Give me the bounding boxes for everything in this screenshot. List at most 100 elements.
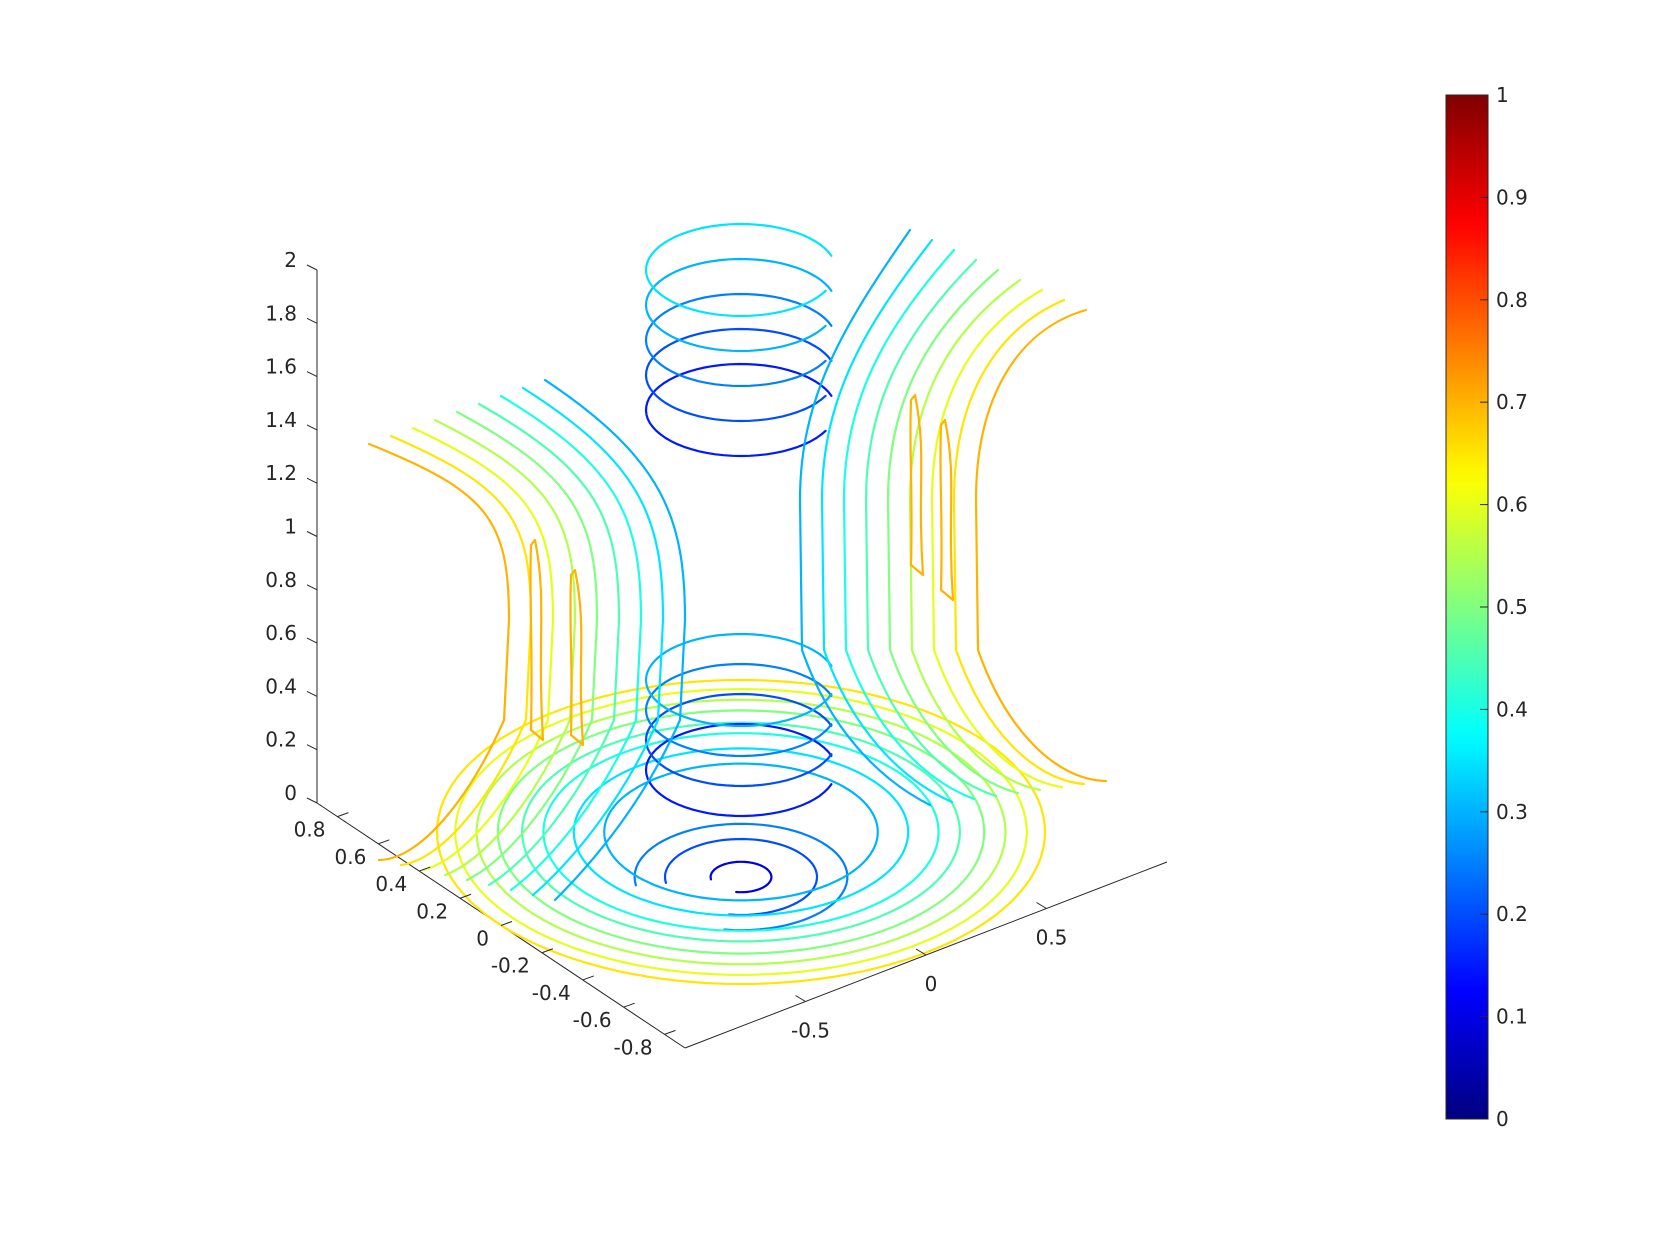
z-tick-label: 2 [284,248,297,272]
right-wall-contour [864,258,998,798]
colorbar-tick-label: 0.5 [1496,595,1528,619]
cylinder-contour-ring [644,722,833,818]
x-tick-mark [915,948,927,956]
z-tick-mark [306,477,318,484]
floor-contour-ring [633,822,849,932]
left-wall-contour [521,386,665,897]
left-wall-contour [455,410,599,882]
colorbar-tick-label: 1 [1496,83,1509,107]
right-wall-contour [908,278,1042,792]
left-wall-contour [477,402,621,887]
y-tick-mark [378,839,390,845]
floor-contour-ring [435,678,1047,986]
z-tick-mark [306,744,318,751]
cylinder-contour-ring [644,327,833,423]
y-tick-mark [541,948,554,954]
contour-lines [367,222,1108,986]
z-tick-label: 0.8 [265,568,297,592]
colorbar-tick-label: 0.6 [1496,493,1528,517]
z-tick-label: 0.2 [265,728,297,752]
x-tick-label: 0 [925,972,938,996]
left-wall-contour [367,442,511,862]
floor-contour-ring [572,747,910,917]
z-tick-label: 1.8 [265,301,297,325]
peak-contour [909,393,925,577]
left-wall-contour [543,378,687,902]
y-tick-label: 0.6 [335,845,367,869]
y-tick-label: 0.4 [375,872,407,896]
cylinder-contour-ring [644,632,833,728]
colorbar-tick-label: 0.9 [1496,185,1528,209]
y-tick-mark [337,812,349,818]
y-tick-label: 0 [476,927,489,951]
peak-contour [939,418,955,602]
colorbar-tick-label: 0.1 [1496,1005,1528,1029]
colorbar-tick-label: 0.3 [1496,800,1528,824]
floor-contour-ring [521,721,961,943]
y-tick-label: -0.8 [614,1035,653,1059]
z-tick-label: 0.4 [265,674,297,698]
right-wall-contour [974,308,1108,783]
z-tick-mark [306,797,318,804]
axis-ticks: 00.20.40.60.811.21.41.61.82-0.8-0.6-0.4-… [265,248,1067,1059]
z-tick-mark [306,584,318,591]
cylinder-contour-ring [644,362,833,458]
cylinder-contour-ring [644,222,833,318]
floor-contour-ring [603,762,879,902]
z-tick-mark [306,371,318,378]
floor-contour-ring [496,709,986,955]
x-tick-label: -0.5 [791,1019,830,1043]
z-tick-mark [306,531,318,537]
y-tick-mark [623,1002,635,1008]
right-wall-contour [930,288,1064,789]
z-tick-mark [306,317,318,324]
z-tick-label: 1.4 [265,408,297,432]
floor-contour-ring [663,837,819,917]
peak-contour [569,568,585,747]
floor-contour-ring [709,860,773,894]
x-tick-label: 0.5 [1036,926,1068,950]
right-wall-contour [798,228,932,807]
z-tick-label: 1.2 [265,461,297,485]
y-tick-label: 0.2 [416,899,448,923]
z-tick-mark [306,690,318,697]
y-tick-mark [419,866,431,872]
z-tick-mark [306,264,318,271]
floor-contour-ring [454,688,1028,976]
left-wall-contour [411,426,555,872]
right-wall-contour [952,298,1086,786]
right-wall-contour [886,268,1020,795]
colorbar-tick-label: 0.4 [1496,697,1528,721]
cylinder-contour-ring [644,662,833,758]
left-wall-contour [433,418,577,877]
y-tick-label: -0.2 [491,954,530,978]
x-tick-mark [1036,902,1047,909]
z-tick-label: 0.6 [265,621,297,645]
peak-contour [529,538,545,742]
z-tick-label: 1.6 [265,355,297,379]
floor-contour-ring [475,698,1007,966]
y-tick-mark [500,921,513,926]
left-wall-contour [389,434,533,867]
y-tick-label: -0.4 [532,981,571,1005]
z-tick-label: 1 [284,515,297,539]
y-tick-mark [664,1029,676,1035]
cylinder-contour-ring [644,692,833,788]
right-wall-contour [842,248,976,801]
cylinder-contour-ring [644,292,833,388]
x-tick-mark [795,995,806,1002]
z-tick-mark [306,637,318,644]
y-tick-label: 0.8 [294,818,326,842]
y-tick-mark [582,975,594,981]
colorbar: 0 0.1 0.2 0.3 0.4 0.5 0.6 0.7 0.8 0.9 1 [1445,83,1528,1131]
y-tick-mark [459,893,472,899]
colorbar-tick-label: 0.7 [1496,390,1528,414]
floor-contour-ring [542,732,940,932]
y-tick-label: -0.6 [573,1008,612,1032]
right-wall-contour [820,238,954,804]
colorbar-tick-label: 0.8 [1496,288,1528,312]
z-tick-label: 0 [284,781,297,805]
colorbar-tick-label: 0 [1496,1107,1509,1131]
z-tick-mark [306,424,318,431]
